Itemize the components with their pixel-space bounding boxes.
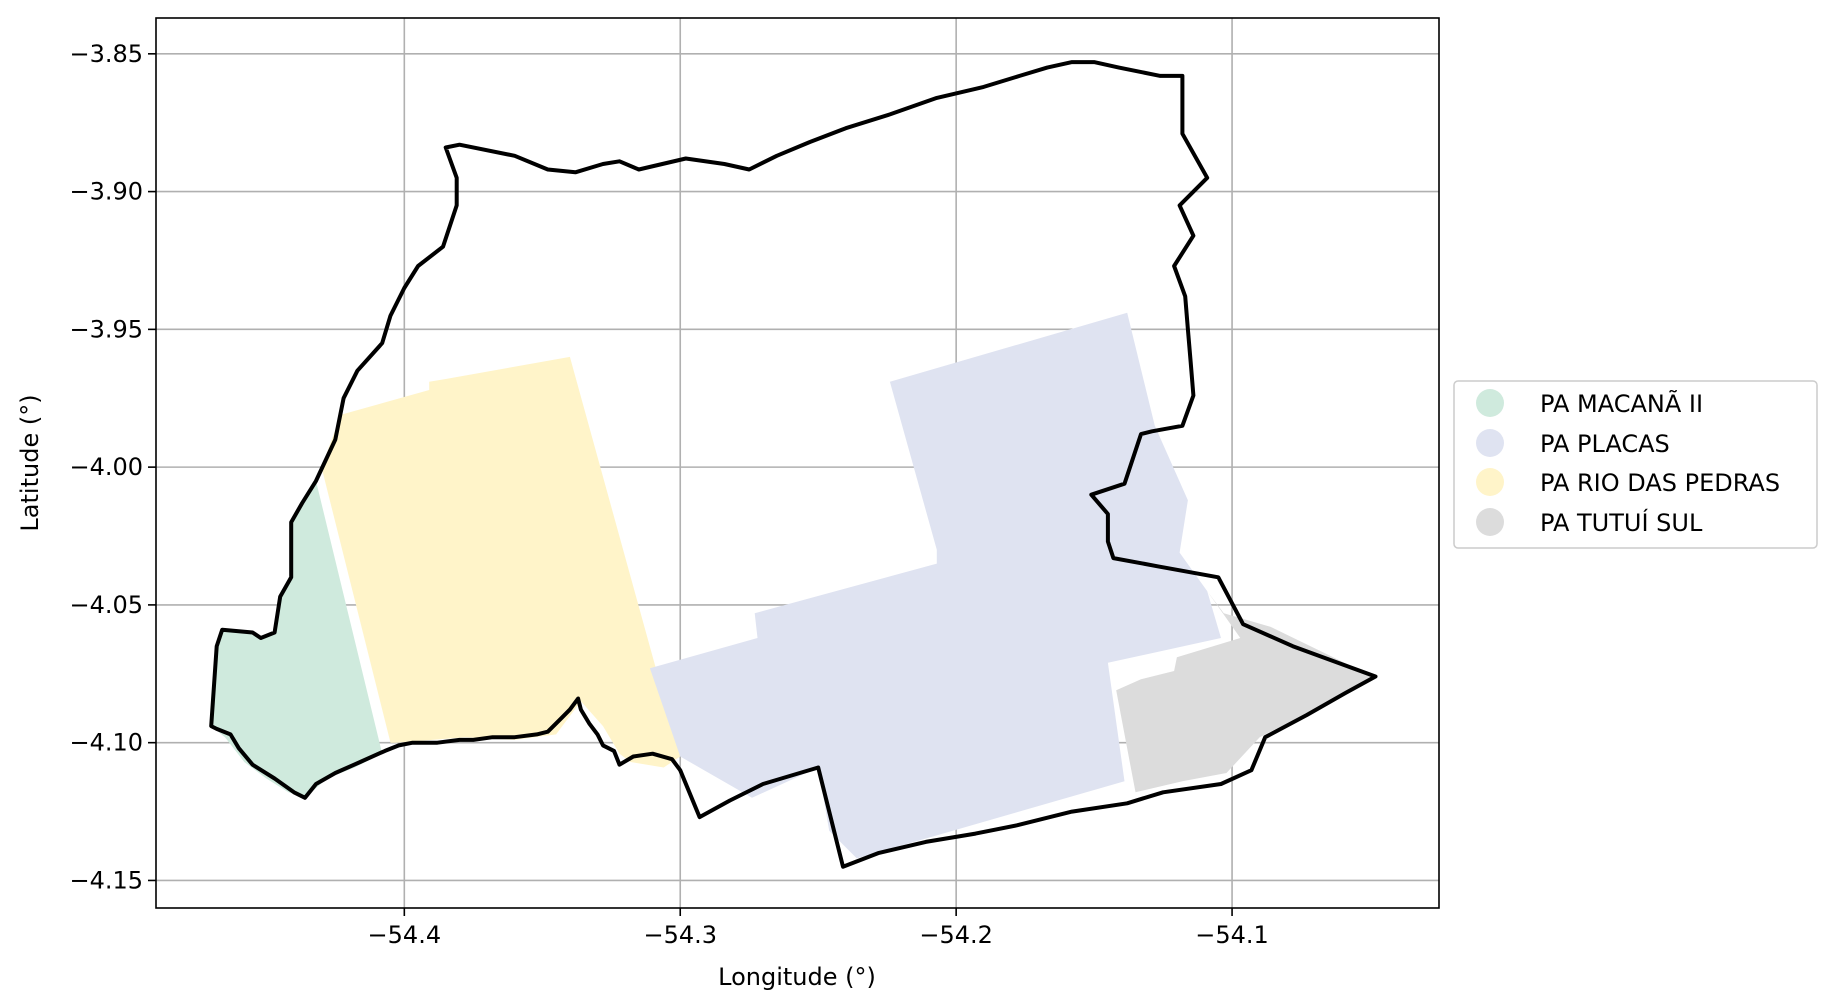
y-tick-label: −4.00 xyxy=(69,453,143,481)
plot-area-frame xyxy=(155,17,1440,909)
x-axis-ticks: −54.4 −54.3 −54.2 −54.1 xyxy=(368,908,1269,949)
y-tick-label: −4.05 xyxy=(69,591,143,619)
y-tick-label: −3.90 xyxy=(69,178,143,206)
x-tick-label: −54.4 xyxy=(368,921,442,949)
y-axis-label: Latitude (°) xyxy=(16,394,44,531)
y-tick-label: −4.10 xyxy=(69,729,143,757)
legend-marker-placas xyxy=(1476,429,1504,457)
region-pa-macana-ii xyxy=(211,480,383,798)
legend-marker-macana-ii xyxy=(1476,389,1504,417)
boundary-outline xyxy=(209,60,1378,869)
legend-label-macana-ii: PA MACANÃ II xyxy=(1540,388,1703,418)
x-axis-label: Longitude (°) xyxy=(718,963,876,991)
legend-marker-rio-das-pedras xyxy=(1476,468,1504,496)
legend-label-placas: PA PLACAS xyxy=(1540,430,1670,458)
legend-box xyxy=(1453,380,1818,549)
region-polygons xyxy=(211,312,1373,859)
x-tick-label: −54.3 xyxy=(643,921,717,949)
region-pa-placas xyxy=(649,312,1221,859)
y-axis-ticks: −3.85 −3.90 −3.95 −4.00 −4.05 −4.10 −4.15 xyxy=(69,40,156,894)
municipality-boundary xyxy=(209,60,1378,869)
x-tick-label: −54.2 xyxy=(919,921,993,949)
x-tick-label: −54.1 xyxy=(1195,921,1269,949)
legend-label-tutui-sul: PA TUTUÍ SUL xyxy=(1540,508,1703,537)
y-tick-label: −3.95 xyxy=(69,315,143,343)
legend-marker-tutui-sul xyxy=(1476,508,1504,536)
legend-label-rio-das-pedras: PA RIO DAS PEDRAS xyxy=(1540,469,1780,497)
legend-item: PA RIO DAS PEDRAS xyxy=(1476,468,1780,497)
legend-item: PA TUTUÍ SUL xyxy=(1476,508,1703,537)
region-pa-tutui-sul xyxy=(1116,591,1373,793)
region-pa-rio-das-pedras xyxy=(321,356,681,768)
legend-item: PA MACANÃ II xyxy=(1476,388,1703,418)
y-tick-label: −3.85 xyxy=(69,40,143,68)
legend-item: PA PLACAS xyxy=(1476,429,1670,458)
y-tick-label: −4.15 xyxy=(69,866,143,894)
legend: PA MACANÃ II PA PLACAS PA RIO DAS PEDRAS… xyxy=(1453,380,1818,549)
